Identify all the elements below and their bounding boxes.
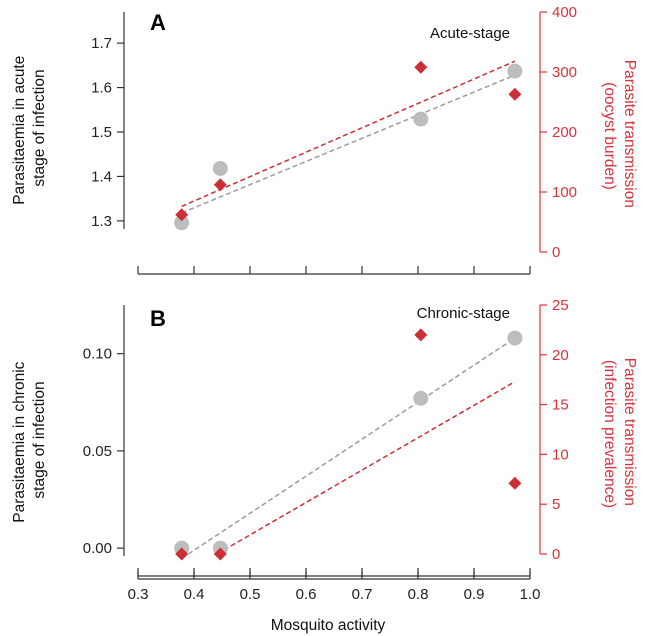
panel-b-left-axis-title-line1: Parasitaemia in chronic xyxy=(11,361,28,522)
panel-a-left-axis-title: Parasitaemia in acute stage of infection xyxy=(11,51,48,204)
panel-a-left-trendline xyxy=(181,74,516,214)
panel-a-right-axis-title: Parasite transmission (oocyst burden) xyxy=(601,60,638,212)
panel-a-left-tick-label: 1.7 xyxy=(91,35,112,52)
panel-a-left-tick-label: 1.5 xyxy=(91,124,112,141)
panel-b-left-tick-label: 0.00 xyxy=(83,540,112,557)
panel-b-left-axis-title-line2: stage of infection xyxy=(31,381,48,498)
panel-a-right-tick-label: 0 xyxy=(552,244,560,261)
panel-b-left-trendline xyxy=(187,337,516,555)
panel-a-right-series-point xyxy=(508,87,522,101)
panel-a-left-tick-label: 1.4 xyxy=(91,168,112,185)
panel-letter-a: A xyxy=(150,10,166,35)
panel-a-left-tick-label: 1.3 xyxy=(91,213,112,230)
panel-a-right-series-point xyxy=(175,208,189,222)
x-tick-label: 0.3 xyxy=(128,586,149,603)
panel-b-right-tick-label: 15 xyxy=(552,397,569,414)
panel-b-left-series-point xyxy=(507,330,523,346)
panel-letter-b: B xyxy=(150,306,166,331)
panel-a-left-series-point xyxy=(174,215,190,231)
panel-a-left-axis-title-line1: Parasitaemia in acute xyxy=(11,56,28,205)
panel-b-right-tick-label: 5 xyxy=(552,496,560,513)
panel-b-right-axis-title-line1: Parasite transmission xyxy=(621,358,638,506)
panel-a-right-trendline xyxy=(181,60,516,208)
panel-b-right-series-point xyxy=(508,476,522,490)
panel-b-right-tick-label: 10 xyxy=(552,446,569,463)
panel-b-right-trendline xyxy=(216,381,516,555)
panel-a: A Acute-stage Parasitaemia in acute stag… xyxy=(11,4,638,275)
x-tick-label: 0.6 xyxy=(296,586,317,603)
panel-a-right-axis-title-line2: (oocyst burden) xyxy=(601,82,618,190)
panel-a-right-series-point xyxy=(414,60,428,74)
panel-b-right-series-point xyxy=(213,547,227,561)
x-tick-label: 0.7 xyxy=(352,586,373,603)
panel-a-right-axis-title-line1: Parasite transmission xyxy=(621,60,638,208)
panel-b-left-series-point xyxy=(413,390,429,406)
x-axis-title: Mosquito activity xyxy=(271,617,386,634)
panel-b-right-axis-title-line2: (infection prevalence) xyxy=(601,360,618,508)
panel-b-right-series-point xyxy=(414,328,428,342)
panel-a-annotation: Acute-stage xyxy=(430,25,510,42)
x-tick-label: 0.4 xyxy=(184,586,205,603)
panel-b: B Chronic-stage Parasitaemia in chronic … xyxy=(11,297,638,577)
panel-b-left-tick-label: 0.10 xyxy=(83,346,112,363)
panel-b-right-tick-label: 25 xyxy=(552,297,569,314)
panel-b-left-axis-title: Parasitaemia in chronic stage of infecti… xyxy=(11,357,48,522)
panel-a-left-axis-title-line2: stage of infection xyxy=(31,69,48,186)
panel-a-left-series-point xyxy=(413,111,429,127)
panel-a-right-series-point xyxy=(213,178,227,192)
panel-b-left-tick-label: 0.05 xyxy=(83,443,112,460)
panel-b-right-tick-label: 0 xyxy=(552,546,560,563)
panel-a-right-tick-label: 300 xyxy=(552,64,577,81)
panel-a-left-series-point xyxy=(507,63,523,79)
x-tick-label: 1.0 xyxy=(520,586,541,603)
panel-a-right-tick-label: 400 xyxy=(552,4,577,21)
x-tick-label: 0.5 xyxy=(240,586,261,603)
x-axis: 0.3 0.4 0.5 0.6 0.7 0.8 0.9 1.0 xyxy=(128,571,541,603)
panel-b-right-axis-title: Parasite transmission (infection prevale… xyxy=(601,358,638,510)
panel-b-right-series-point xyxy=(175,547,189,561)
x-tick-label: 0.8 xyxy=(408,586,429,603)
panel-b-annotation: Chronic-stage xyxy=(417,305,510,322)
panel-b-right-tick-label: 20 xyxy=(552,347,569,364)
panel-a-left-tick-label: 1.6 xyxy=(91,80,112,97)
x-tick-label: 0.9 xyxy=(464,586,485,603)
panel-a-left-series-point xyxy=(212,160,228,176)
panel-a-right-tick-label: 100 xyxy=(552,184,577,201)
panel-a-right-tick-label: 200 xyxy=(552,124,577,141)
